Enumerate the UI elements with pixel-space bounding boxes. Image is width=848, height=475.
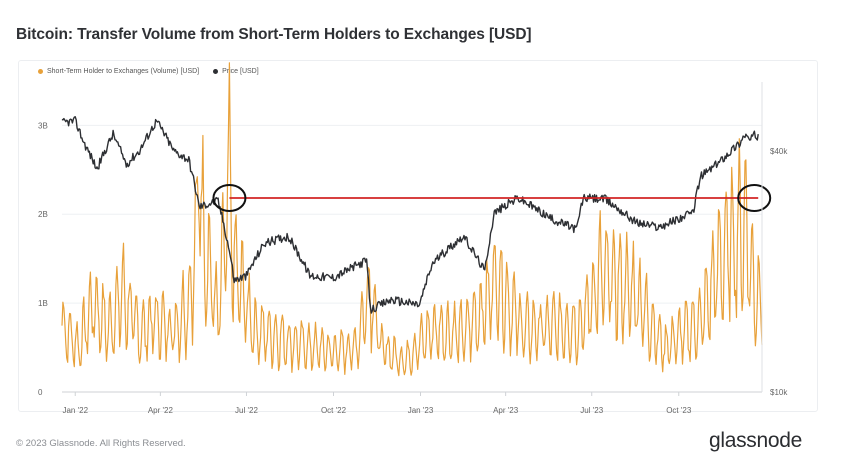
y-left-tick-label: 0 bbox=[38, 388, 43, 397]
annotation-circle-left bbox=[212, 183, 247, 212]
legend-price-swatch bbox=[213, 69, 219, 74]
x-tick-label: Oct '23 bbox=[666, 406, 692, 415]
x-tick-label: Oct '22 bbox=[321, 406, 347, 415]
x-tick-label: Jan '22 bbox=[62, 406, 88, 415]
x-tick-label: Apr '23 bbox=[493, 406, 519, 415]
y-left-tick-label: 1B bbox=[38, 299, 48, 308]
series-line-price bbox=[61, 116, 759, 314]
series-line-volume bbox=[61, 62, 763, 377]
y-right-tick-label: $40k bbox=[770, 147, 788, 156]
x-tick-label: Jul '22 bbox=[235, 406, 258, 415]
chart-panel bbox=[18, 60, 818, 412]
y-left-tick-label: 2B bbox=[38, 210, 48, 219]
legend-volume-swatch bbox=[38, 69, 43, 74]
legend-price-label: Price [USD] bbox=[222, 68, 259, 75]
annotation-circle-right bbox=[737, 183, 772, 212]
glassnode-logo: glassnode bbox=[708, 429, 802, 452]
x-tick-label: Apr '22 bbox=[148, 406, 174, 415]
x-tick-label: Jul '23 bbox=[580, 406, 603, 415]
legend: Short-Term Holder to Exchanges (Volume) … bbox=[38, 68, 259, 75]
legend-volume-label: Short-Term Holder to Exchanges (Volume) … bbox=[47, 68, 200, 75]
x-tick-label: Jan '23 bbox=[408, 406, 434, 415]
copyright-text: © 2023 Glassnode. All Rights Reserved. bbox=[16, 438, 186, 449]
legend-price[interactable]: Price [USD] bbox=[213, 68, 259, 75]
y-right-tick-label: $10k bbox=[770, 388, 788, 397]
legend-volume[interactable]: Short-Term Holder to Exchanges (Volume) … bbox=[38, 68, 199, 75]
chart-title: Bitcoin: Transfer Volume from Short-Term… bbox=[16, 26, 532, 43]
y-left-tick-label: 3B bbox=[38, 121, 48, 130]
